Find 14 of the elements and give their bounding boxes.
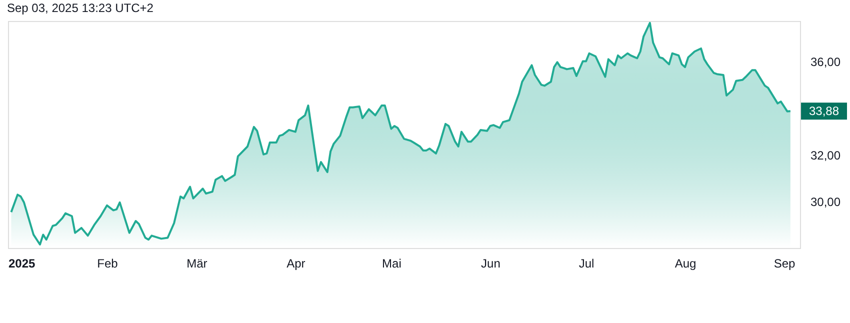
text: Sep 03, 2025 13:23 UTC+2 [7, 1, 154, 15]
y-tick-label: 30,00 [810, 194, 841, 209]
x-tick-label: Jul [578, 256, 594, 270]
x-tick-label: Mär [186, 256, 208, 270]
x-tick-label: Mai [382, 256, 402, 270]
x-tick-label: Jun [481, 256, 500, 270]
x-tick-label: 2025 [8, 256, 36, 270]
x-tick-label: Aug [674, 256, 696, 270]
text: 33,88 [808, 104, 840, 118]
y-tick-label: 32,00 [810, 148, 841, 162]
x-tick-label: Sep [774, 256, 796, 270]
x-tick-label: Apr [286, 256, 306, 270]
x-tick-label: Feb [97, 256, 118, 270]
y-tick-label: 36,00 [810, 55, 841, 70]
